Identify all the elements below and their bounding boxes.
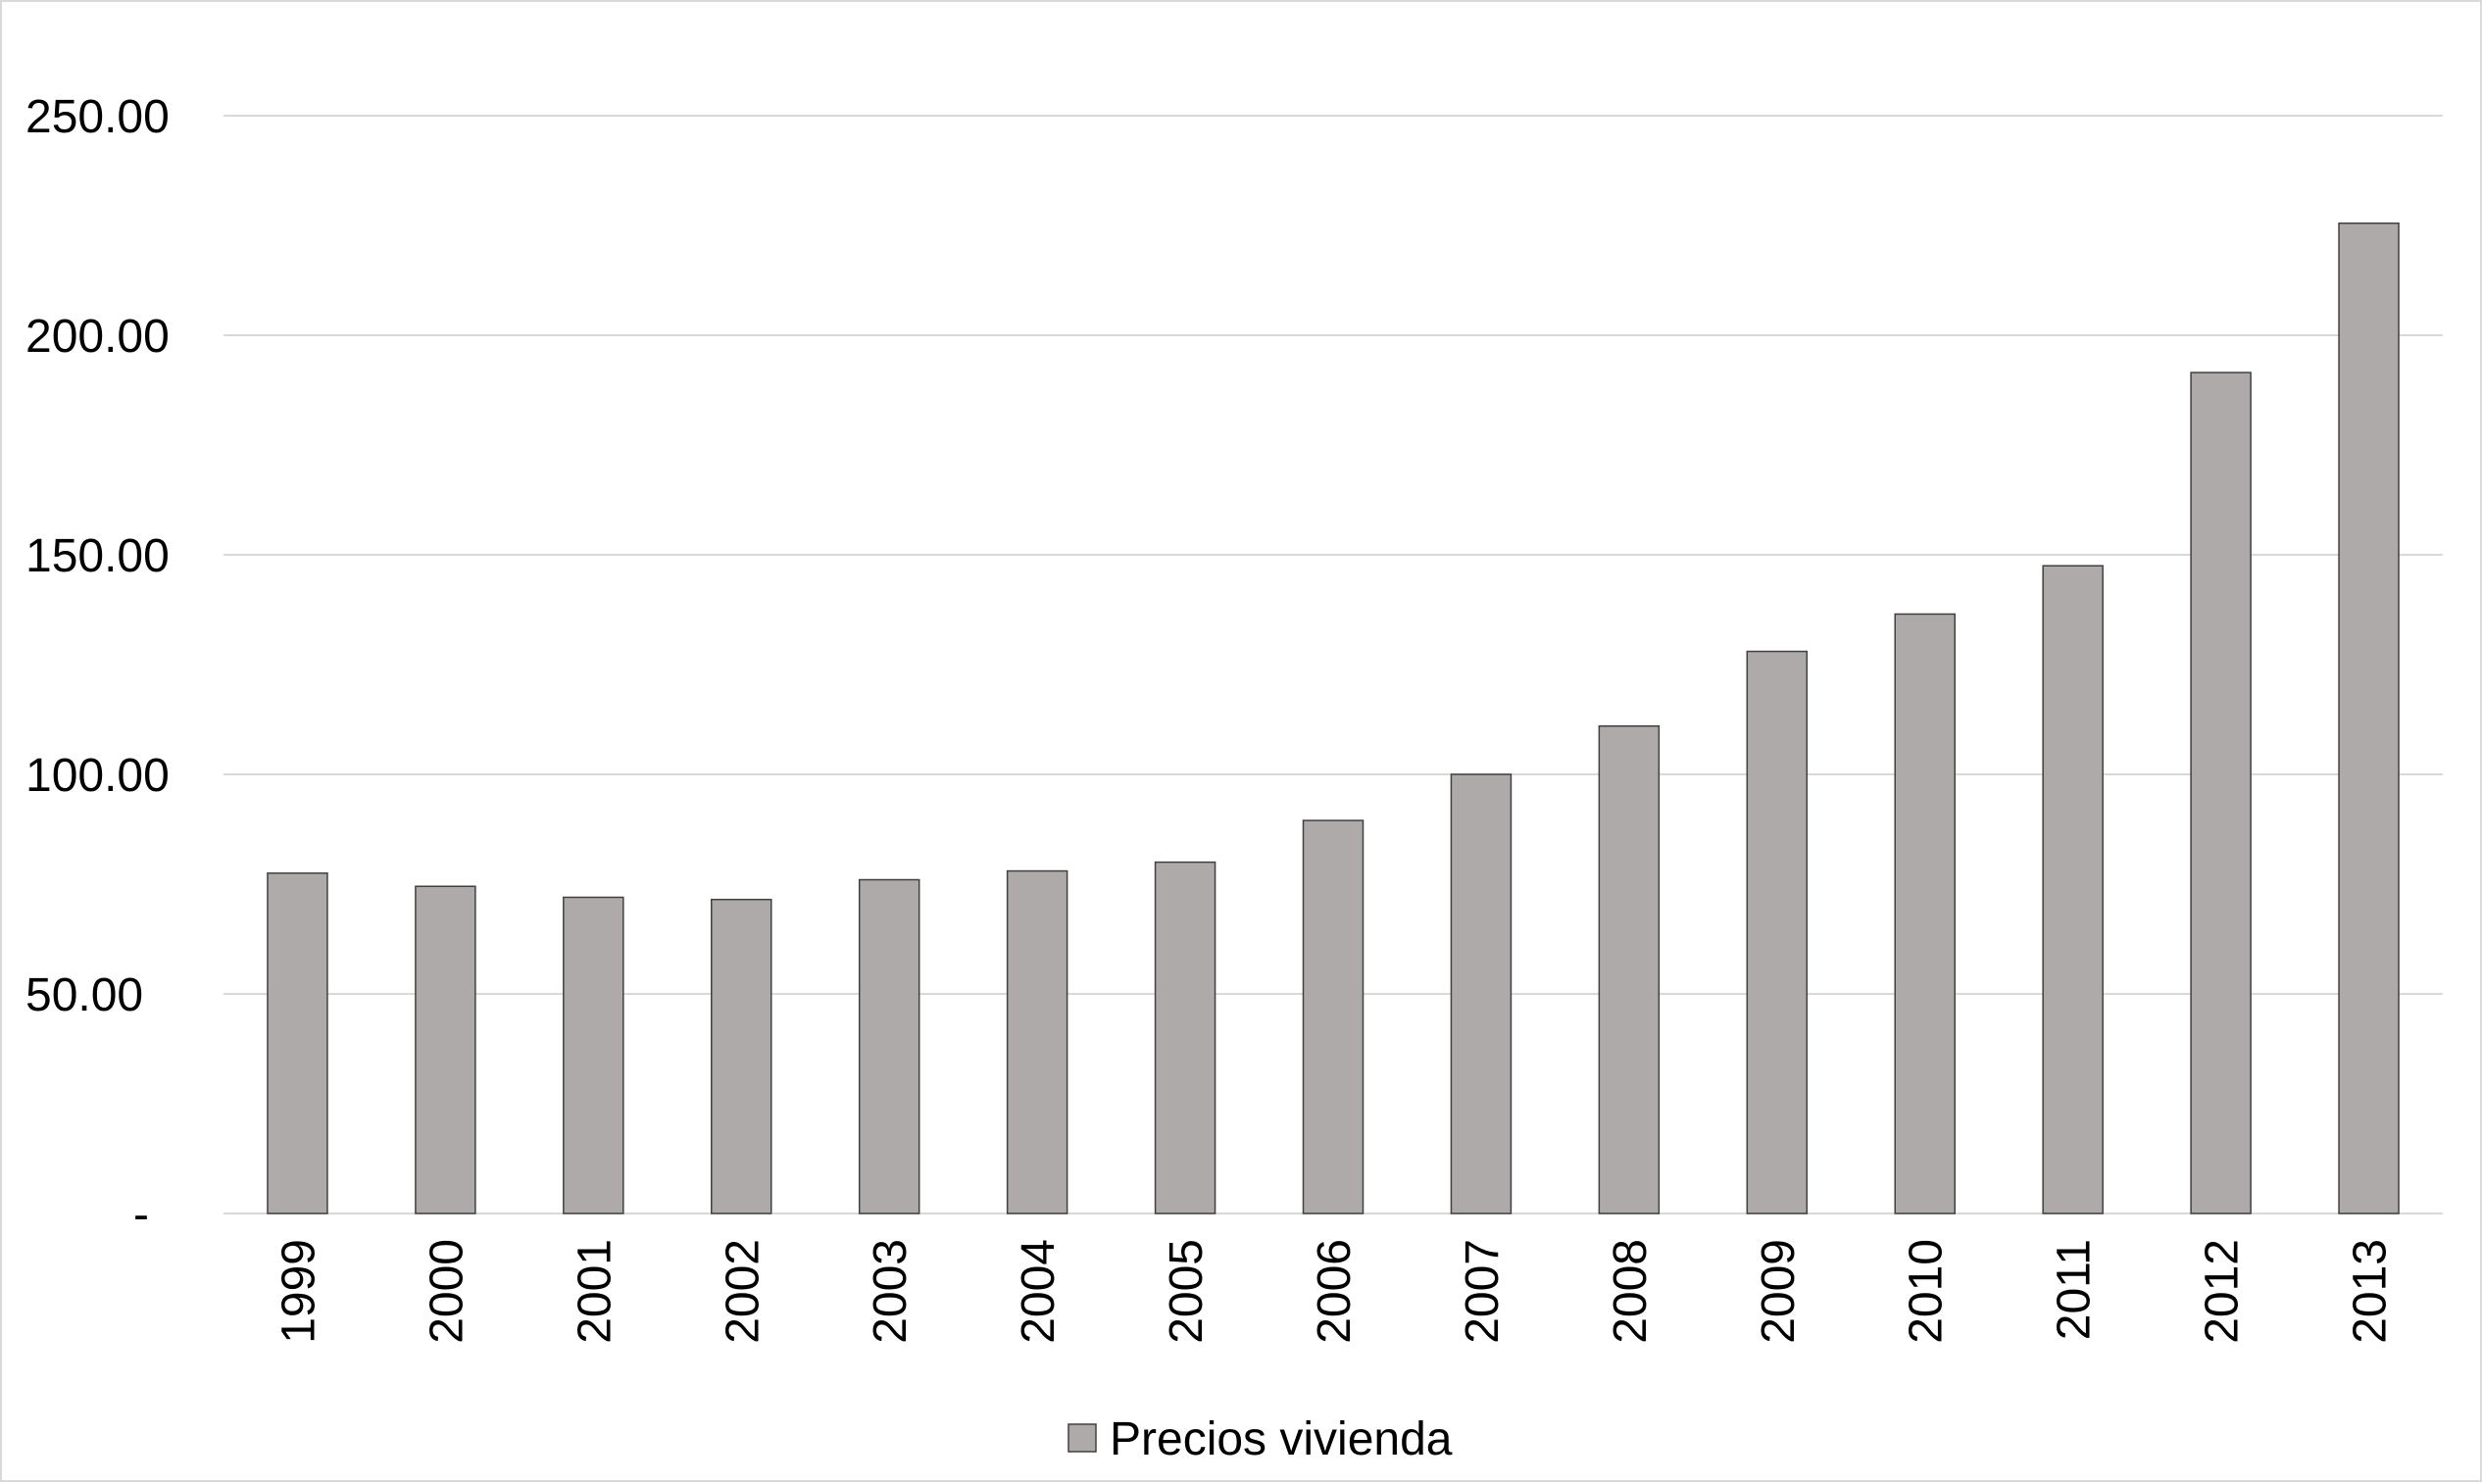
x-tick-label: 2007 (1457, 1239, 1509, 1344)
y-tick-label: 250.00 (25, 91, 170, 143)
x-tick-label: 2013 (2345, 1239, 2397, 1344)
bar-2011 (2042, 565, 2104, 1214)
y-tick-label: 100.00 (25, 750, 170, 802)
x-tick-label: 2002 (717, 1239, 769, 1344)
y-axis-ticks: - 50.00 100.00 150.00 200.00 250.00 (25, 91, 170, 1241)
x-tick-label: 2008 (1605, 1239, 1657, 1344)
bar-2013 (2338, 223, 2400, 1214)
bar-2005 (1154, 861, 1216, 1214)
bar-2000 (415, 885, 476, 1214)
legend-label: Precios vivienda (1110, 1413, 1453, 1465)
bar-1999 (267, 872, 328, 1214)
x-tick-label: 2011 (2049, 1239, 2101, 1340)
x-tick-label: 2001 (569, 1239, 620, 1344)
y-tick-label: 50.00 (25, 969, 143, 1021)
bar-2006 (1302, 819, 1365, 1214)
legend-swatch (1067, 1423, 1097, 1453)
legend: Precios vivienda (1067, 1413, 1453, 1465)
bar-2001 (563, 896, 624, 1214)
x-tick-label: 2005 (1161, 1239, 1213, 1344)
bar-2010 (1894, 613, 1956, 1214)
y-tick-label: - (133, 1189, 149, 1241)
x-tick-label: 2012 (2197, 1239, 2249, 1344)
x-tick-label: 1999 (273, 1239, 324, 1344)
x-axis-ticks: 1999 2000 2001 2002 2003 2004 2005 2006 2007 2008… (273, 1239, 2396, 1344)
bar-2002 (711, 898, 772, 1214)
y-tick-label: 150.00 (25, 530, 170, 582)
x-tick-label: 2000 (421, 1239, 472, 1344)
x-tick-label: 2010 (1901, 1239, 1953, 1344)
bar-2012 (2190, 371, 2252, 1214)
x-tick-label: 2004 (1013, 1239, 1065, 1344)
bars (267, 223, 2400, 1214)
x-tick-label: 2003 (865, 1239, 917, 1344)
bar-2009 (1746, 650, 1809, 1214)
x-tick-label: 2009 (1753, 1239, 1805, 1344)
bar-2003 (858, 878, 920, 1214)
bar-2008 (1598, 724, 1661, 1214)
bar-2004 (1006, 869, 1068, 1214)
bar-2007 (1450, 773, 1513, 1214)
y-tick-label: 200.00 (25, 311, 170, 363)
x-tick-label: 2006 (1309, 1239, 1361, 1344)
